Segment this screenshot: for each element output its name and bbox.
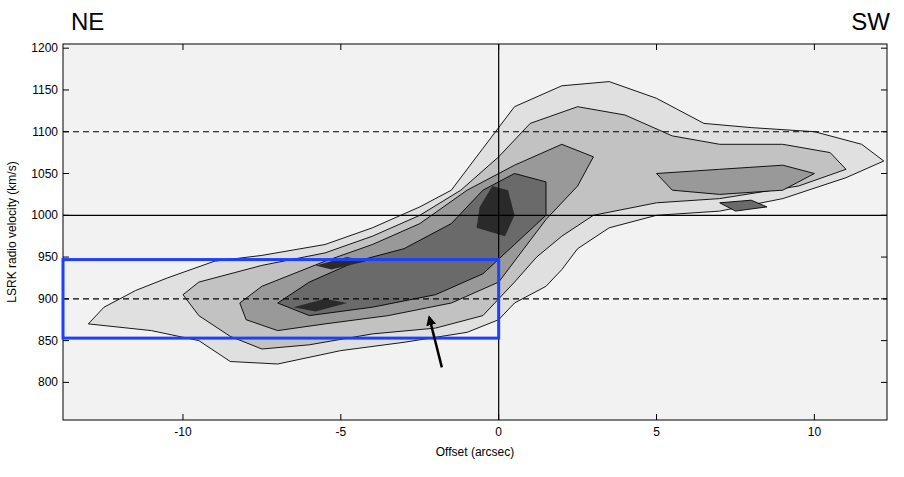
contour: [657, 165, 815, 194]
y-tick: [881, 215, 887, 216]
y-tick: [881, 298, 887, 299]
y-tick: [881, 340, 887, 341]
y-tick: [881, 382, 887, 383]
y-tick: [63, 173, 69, 174]
contour: [240, 144, 594, 330]
y-tick-label: 1000: [31, 208, 58, 222]
x-tick: [656, 414, 657, 420]
chart: -10 -5 0 5 10 800 850 900 950 1000 1050 1100 1150 120…: [0, 0, 904, 477]
contour: [477, 186, 515, 236]
y-tick: [63, 340, 69, 341]
reference-line: [63, 298, 887, 299]
x-tick: [814, 44, 815, 50]
direction-label: NE: [71, 8, 104, 35]
y-tick-label: 1200: [31, 41, 58, 55]
y-tick-label: 1050: [31, 167, 58, 181]
y-tick-label: 1150: [32, 83, 58, 97]
x-tick: [498, 44, 499, 50]
y-tick: [63, 48, 69, 49]
x-tick-label: -5: [335, 425, 346, 439]
y-tick-label: 1100: [32, 125, 58, 139]
y-tick: [63, 215, 69, 216]
x-tick: [340, 414, 341, 420]
y-tick-label: 950: [38, 250, 58, 264]
x-tick-label: 10: [808, 425, 822, 439]
x-tick: [814, 414, 815, 420]
y-tick: [881, 48, 887, 49]
x-tick: [340, 44, 341, 50]
y-tick: [63, 89, 69, 90]
contour: [278, 174, 546, 316]
reference-line: [63, 215, 887, 216]
y-tick-label: 800: [38, 375, 58, 389]
reference-line: [63, 131, 887, 132]
x-tick-label: 5: [653, 425, 660, 439]
y-tick: [881, 173, 887, 174]
y-tick: [881, 257, 887, 258]
contour: [88, 82, 884, 364]
x-tick: [182, 414, 183, 420]
contour: [294, 299, 348, 312]
plot-frame: [63, 44, 887, 420]
x-tick-label: 0: [495, 425, 502, 439]
plot-background: [63, 44, 887, 420]
y-tick-label: 900: [38, 292, 58, 306]
arrow: [429, 317, 442, 367]
y-tick: [881, 89, 887, 90]
contour: [720, 200, 767, 211]
x-tick: [182, 44, 183, 50]
x-axis-title: Offset (arcsec): [436, 445, 514, 459]
y-axis-title: LSRK radio velocity (km/s): [5, 161, 19, 302]
y-tick-label: 850: [38, 334, 58, 348]
contour: [183, 107, 846, 349]
y-tick: [63, 257, 69, 258]
x-tick: [656, 44, 657, 50]
x-tick: [498, 414, 499, 420]
reference-line: [498, 44, 499, 420]
y-tick: [881, 131, 887, 132]
y-tick: [63, 131, 69, 132]
highlight-box: [63, 260, 499, 339]
y-tick: [63, 382, 69, 383]
direction-label: SW: [851, 8, 890, 35]
x-tick-label: -10: [174, 425, 192, 439]
plot-area: [63, 44, 887, 420]
